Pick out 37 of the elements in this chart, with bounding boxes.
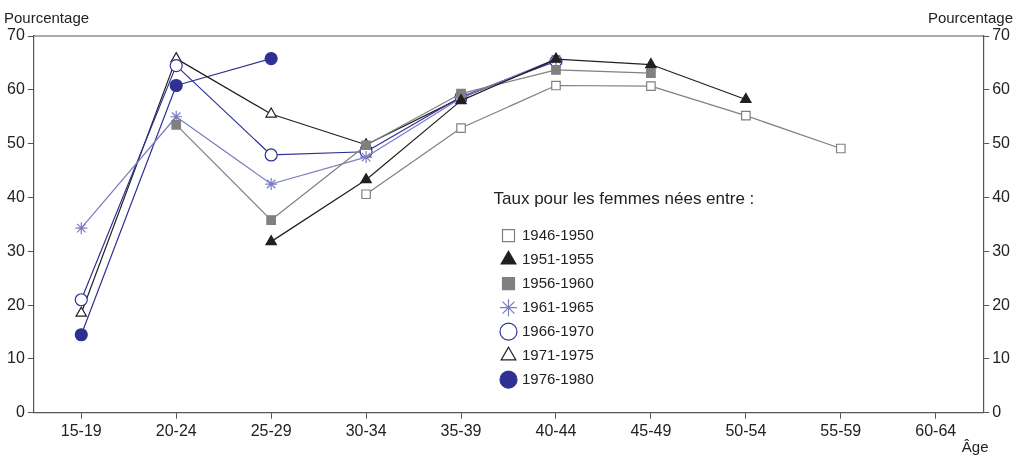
legend-label: 1951-1955 (522, 249, 594, 267)
x-tick-label: 20-24 (155, 421, 197, 439)
y2-tick-label: 40 (992, 187, 1011, 205)
y-tick-label: 10 (7, 349, 25, 367)
legend-label: 1971-1975 (522, 345, 594, 363)
x-tick-label: 40-44 (535, 421, 577, 439)
legend-title: Taux pour les femmes nées entre : (493, 188, 755, 208)
y2-tick-label: 60 (992, 80, 1011, 98)
y2-tick-label: 70 (992, 26, 1011, 44)
y-tick-label: 20 (7, 295, 25, 313)
y-axis-title: Pourcentage (4, 8, 90, 26)
x-tick-label: 30-34 (345, 421, 387, 439)
x-tick-label: 55-59 (820, 421, 862, 439)
y-tick-label: 0 (15, 403, 25, 421)
legend-label: 1956-1960 (522, 273, 594, 291)
y-tick-label: 70 (7, 26, 25, 44)
y2-tick-label: 30 (992, 241, 1011, 259)
legend-label: 1946-1950 (522, 225, 594, 243)
legend-label: 1976-1980 (522, 369, 594, 387)
y-tick-label: 60 (7, 80, 25, 98)
y2-axis-title: Pourcentage (927, 8, 1013, 26)
y2-tick-label: 50 (992, 134, 1011, 152)
x-tick-label: 25-29 (250, 421, 292, 439)
x-tick-label: 45-49 (630, 421, 672, 439)
y2-tick-label: 0 (992, 403, 1002, 421)
legend-label: 1961-1965 (522, 297, 594, 315)
x-axis-title: Âge (961, 438, 989, 456)
y-tick-label: 40 (7, 187, 25, 205)
legend-label: 1966-1970 (522, 321, 594, 339)
y2-tick-label: 20 (992, 295, 1011, 313)
x-tick-label: 15-19 (60, 421, 102, 439)
y-tick-label: 50 (7, 134, 25, 152)
x-tick-label: 50-54 (725, 421, 767, 439)
x-tick-label: 35-39 (440, 421, 482, 439)
y-tick-label: 30 (7, 241, 25, 259)
x-tick-label: 60-64 (915, 421, 957, 439)
y2-tick-label: 10 (992, 349, 1011, 367)
